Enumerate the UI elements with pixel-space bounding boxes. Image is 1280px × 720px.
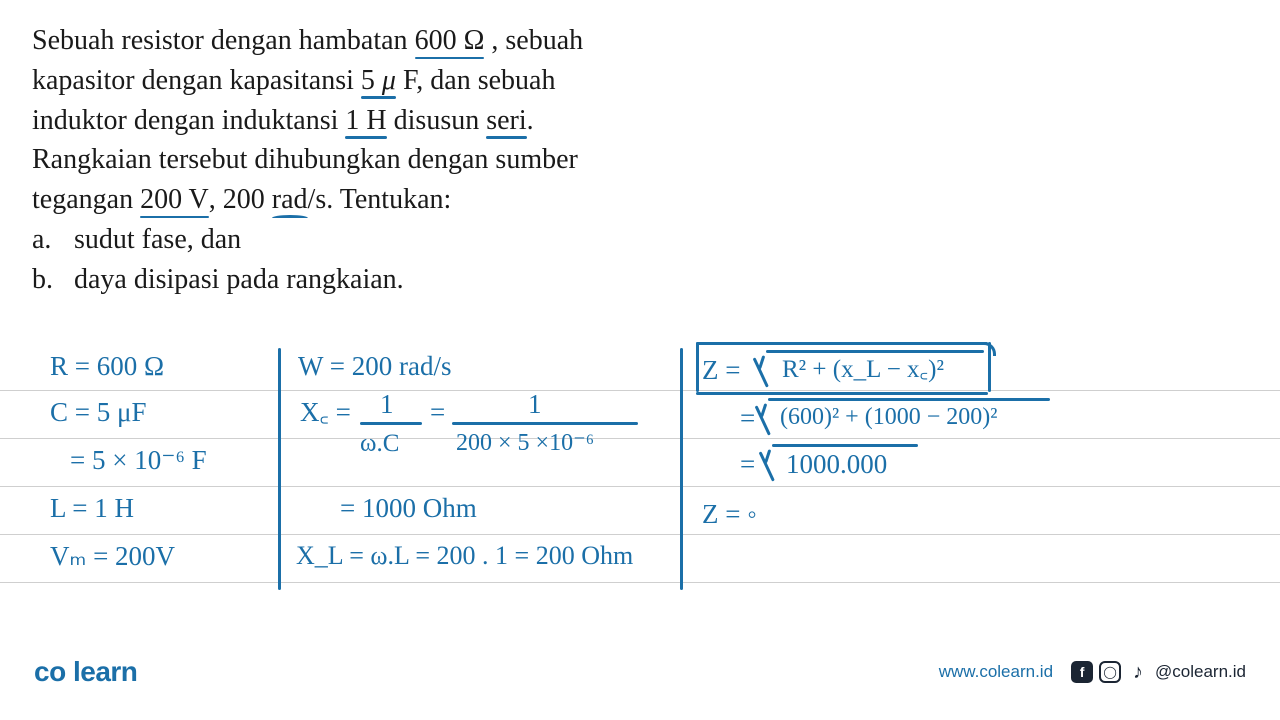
problem-line-5: tegangan 200 V, 200 rad/s. Tentukan: <box>32 181 752 219</box>
omega-symbol: Ω <box>464 25 485 56</box>
hw-Xc-num2: 1 <box>528 390 542 420</box>
fraction-bar-1 <box>360 422 422 425</box>
hw-Z3-expr: 1000.000 <box>786 450 887 480</box>
divider-1 <box>278 348 281 590</box>
rule-line <box>0 390 1280 391</box>
value-seri: seri <box>486 105 526 136</box>
problem-line-3: induktor dengan induktansi 1 H disusun s… <box>32 102 752 140</box>
facebook-icon: f <box>1071 661 1093 683</box>
hw-L: L = 1 H <box>50 494 134 524</box>
item-label-b: b. <box>32 261 74 299</box>
hw-Z3-pre: = <box>740 450 755 480</box>
formula-box-bottom <box>696 392 988 395</box>
problem-line-4: Rangkaian tersebut dihubungkan dengan su… <box>32 141 752 179</box>
hw-Xc-num1: 1 <box>380 390 394 420</box>
text: , sebuah <box>484 25 583 56</box>
text: induktor dengan induktansi <box>32 105 345 136</box>
problem-line-1: Sebuah resistor dengan hambatan 600 Ω , … <box>32 22 752 60</box>
hw-C1: C = 5 μF <box>50 398 146 428</box>
hw-Xc-den2: 200 × 5 ×10⁻⁶ <box>456 430 594 456</box>
divider-2 <box>680 348 683 590</box>
social-group: f ◯ ♪ @colearn.id <box>1071 661 1246 683</box>
problem-item-b: b.daya disipasi pada rangkaian. <box>32 261 752 299</box>
hw-Xc-eq: = <box>430 398 445 428</box>
item-text-a: sudut fase, dan <box>74 224 241 255</box>
sqrt-bar <box>768 398 1050 401</box>
sqrt-bar <box>772 444 918 447</box>
text: F, dan sebuah <box>396 65 556 96</box>
hw-Xc-result: = 1000 Ohm <box>340 494 477 524</box>
sqrt-bar <box>766 350 984 353</box>
formula-box-top <box>696 342 988 345</box>
formula-box-left <box>696 342 699 392</box>
fraction-bar-2 <box>452 422 638 425</box>
social-handle: @colearn.id <box>1155 662 1246 682</box>
logo-part-b: learn <box>73 656 137 687</box>
text: , <box>209 184 223 215</box>
mu-symbol: μ <box>382 65 396 96</box>
footer-right: www.colearn.id f ◯ ♪ @colearn.id <box>939 661 1246 683</box>
problem-statement: Sebuah resistor dengan hambatan 600 Ω , … <box>32 22 752 301</box>
hw-XL: X_L = ω.L = 200 . 1 = 200 Ohm <box>296 542 633 571</box>
tiktok-icon: ♪ <box>1127 661 1149 683</box>
value-C: 5 <box>361 65 375 96</box>
instagram-icon: ◯ <box>1099 661 1121 683</box>
text: . <box>527 105 534 136</box>
logo-part-a: co <box>34 656 66 687</box>
text: /s. Tentukan: <box>308 184 452 215</box>
rule-line <box>0 486 1280 487</box>
footer: co learn www.colearn.id f ◯ ♪ @colearn.i… <box>0 652 1280 692</box>
text: Sebuah resistor dengan hambatan <box>32 25 415 56</box>
footer-url: www.colearn.id <box>939 662 1053 682</box>
hw-Xc-den1: ω.C <box>360 430 399 458</box>
item-text-b: daya disipasi pada rangkaian. <box>74 264 404 295</box>
hw-Z-expr: R² + (x_L − x꜀)² <box>782 356 944 384</box>
value-V: 200 V <box>140 184 209 215</box>
rule-line <box>0 438 1280 439</box>
hw-Vm: Vₘ = 200V <box>50 542 175 572</box>
text: disusun <box>387 105 487 136</box>
hw-R: R = 600 Ω <box>50 352 164 382</box>
text: kapasitor dengan kapasitansi <box>32 65 361 96</box>
problem-line-2: kapasitor dengan kapasitansi 5 μ F, dan … <box>32 62 752 100</box>
hw-Z2-expr: (600)² + (1000 − 200)² <box>780 404 997 430</box>
hw-Z-lhs: Z = <box>702 356 740 386</box>
item-label-a: a. <box>32 221 74 259</box>
hw-Z2-pre: = <box>740 404 755 434</box>
text: tegangan <box>32 184 140 215</box>
value-L: 1 H <box>345 105 386 136</box>
hw-omega: W = 200 rad/s <box>298 352 451 382</box>
rule-line <box>0 534 1280 535</box>
hw-C2: = 5 × 10⁻⁶ F <box>70 446 207 476</box>
value-omega-num: 200 <box>223 184 272 215</box>
hw-Xc-lhs: X꜀ = <box>300 398 351 428</box>
brand-logo: co learn <box>34 656 137 688</box>
value-omega-unit: rad <box>272 184 308 215</box>
hw-Z4: Z = ◦ <box>702 500 757 530</box>
rule-line <box>0 582 1280 583</box>
problem-item-a: a.sudut fase, dan <box>32 221 752 259</box>
value-R: 600 <box>415 25 457 56</box>
